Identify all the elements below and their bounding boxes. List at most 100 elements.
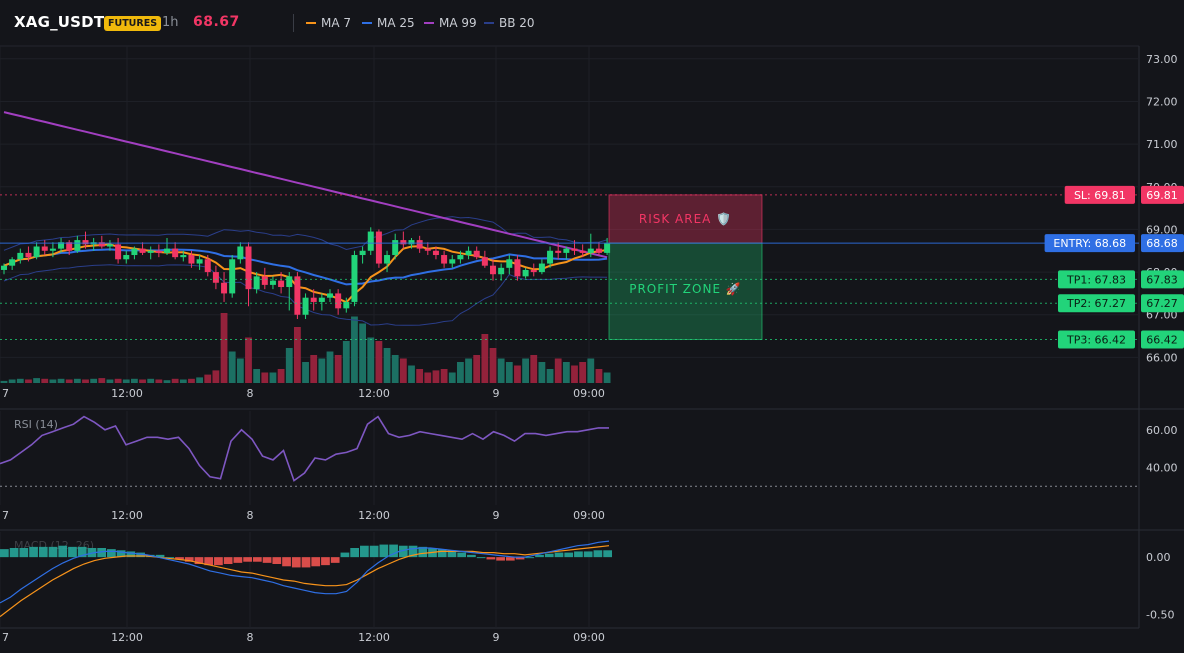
candle[interactable] bbox=[115, 237, 122, 264]
level-tag[interactable]: TP1: 67.83 bbox=[1058, 270, 1135, 289]
candle[interactable] bbox=[498, 263, 505, 281]
candle[interactable] bbox=[139, 242, 146, 256]
candle[interactable] bbox=[294, 272, 301, 320]
candle[interactable] bbox=[343, 297, 350, 313]
profit-zone[interactable] bbox=[608, 242, 763, 340]
legend-ma99[interactable]: MA 99 bbox=[424, 16, 477, 30]
candle[interactable] bbox=[318, 293, 325, 311]
candle[interactable] bbox=[155, 244, 162, 258]
candle[interactable] bbox=[522, 267, 529, 279]
candle[interactable] bbox=[441, 250, 448, 268]
candle[interactable] bbox=[424, 242, 431, 256]
candle[interactable] bbox=[538, 259, 545, 275]
candle[interactable] bbox=[261, 267, 268, 290]
timeframe-label[interactable]: 1h bbox=[162, 15, 179, 30]
legend-ma25[interactable]: MA 25 bbox=[362, 16, 415, 30]
candle[interactable] bbox=[481, 250, 488, 268]
candle[interactable] bbox=[131, 246, 138, 260]
candle-body bbox=[17, 252, 24, 260]
level-tag[interactable]: TP3: 66.42 bbox=[1058, 330, 1135, 349]
macd-histogram-bar bbox=[360, 545, 369, 558]
candle[interactable] bbox=[384, 250, 391, 273]
candle[interactable] bbox=[400, 231, 407, 249]
candle[interactable] bbox=[269, 276, 276, 290]
candle[interactable] bbox=[188, 250, 195, 268]
candle[interactable] bbox=[375, 229, 382, 268]
candle[interactable] bbox=[327, 289, 333, 302]
legend-ma7[interactable]: MA 7 bbox=[306, 16, 351, 30]
candle[interactable] bbox=[302, 293, 309, 320]
candle[interactable] bbox=[432, 246, 439, 260]
candle[interactable] bbox=[604, 237, 611, 256]
candle[interactable] bbox=[147, 246, 154, 260]
candle[interactable] bbox=[212, 265, 219, 290]
candle[interactable] bbox=[278, 272, 285, 294]
time-axis-label: 12:00 bbox=[111, 387, 143, 400]
candle[interactable] bbox=[416, 235, 423, 253]
candle[interactable] bbox=[595, 242, 602, 256]
candle-body bbox=[587, 248, 594, 253]
level-tag[interactable]: SL: 69.81 bbox=[1064, 185, 1135, 204]
candle[interactable] bbox=[17, 248, 24, 264]
risk-area-zone[interactable] bbox=[608, 194, 763, 244]
level-tag[interactable]: TP2: 67.27 bbox=[1058, 294, 1135, 313]
candle[interactable] bbox=[164, 237, 170, 256]
candle[interactable] bbox=[465, 246, 472, 260]
candle[interactable] bbox=[490, 259, 496, 281]
candle[interactable] bbox=[367, 227, 374, 256]
candle[interactable] bbox=[449, 255, 456, 268]
candle[interactable] bbox=[33, 242, 40, 260]
candle[interactable] bbox=[392, 233, 399, 260]
candle[interactable] bbox=[98, 235, 105, 249]
legend-bb20[interactable]: BB 20 bbox=[484, 16, 535, 30]
candle[interactable] bbox=[229, 255, 236, 298]
macd-histogram-bar bbox=[554, 552, 564, 558]
candle[interactable] bbox=[359, 246, 366, 264]
level-tag[interactable]: ENTRY: 68.68 bbox=[1044, 234, 1135, 253]
candle[interactable] bbox=[286, 272, 293, 311]
candle[interactable] bbox=[25, 246, 32, 262]
candle[interactable] bbox=[172, 242, 179, 260]
candle[interactable] bbox=[90, 237, 97, 251]
macd-histogram-bar bbox=[116, 550, 126, 558]
volume-bar bbox=[530, 355, 538, 383]
candle[interactable] bbox=[74, 235, 81, 253]
candle[interactable] bbox=[514, 255, 521, 281]
candle[interactable] bbox=[106, 240, 113, 251]
candle[interactable] bbox=[530, 263, 537, 277]
candle[interactable] bbox=[9, 257, 16, 270]
candle-body bbox=[457, 255, 464, 260]
symbol-name[interactable]: XAG_USDT bbox=[14, 13, 105, 31]
candle[interactable] bbox=[123, 250, 130, 264]
volume-bar bbox=[457, 362, 464, 383]
candle[interactable] bbox=[49, 242, 56, 258]
candle[interactable] bbox=[555, 242, 562, 260]
candle[interactable] bbox=[579, 244, 586, 258]
candle[interactable] bbox=[204, 255, 211, 277]
candle[interactable] bbox=[1, 263, 7, 275]
volume-bar bbox=[90, 378, 98, 383]
macd-histogram-bar bbox=[525, 557, 535, 559]
candle[interactable] bbox=[335, 289, 342, 315]
candle[interactable] bbox=[180, 250, 187, 262]
candle[interactable] bbox=[473, 246, 480, 260]
candle[interactable] bbox=[587, 233, 594, 258]
candle[interactable] bbox=[237, 242, 244, 264]
candle[interactable] bbox=[82, 231, 89, 249]
candle[interactable] bbox=[506, 255, 513, 275]
candle[interactable] bbox=[351, 250, 358, 307]
price-axis-label: 66.00 bbox=[1146, 351, 1178, 364]
candle[interactable] bbox=[245, 242, 252, 307]
candle[interactable] bbox=[547, 246, 554, 268]
candle[interactable] bbox=[41, 240, 48, 256]
candle[interactable] bbox=[221, 272, 228, 302]
candle[interactable] bbox=[563, 246, 570, 260]
candle[interactable] bbox=[196, 255, 203, 270]
level-tag-label: TP1: 67.83 bbox=[1066, 273, 1126, 286]
macd-histogram-bar bbox=[252, 557, 262, 562]
candle[interactable] bbox=[457, 250, 464, 264]
candle[interactable] bbox=[58, 237, 65, 253]
candle[interactable] bbox=[253, 272, 260, 294]
candle[interactable] bbox=[310, 289, 317, 311]
